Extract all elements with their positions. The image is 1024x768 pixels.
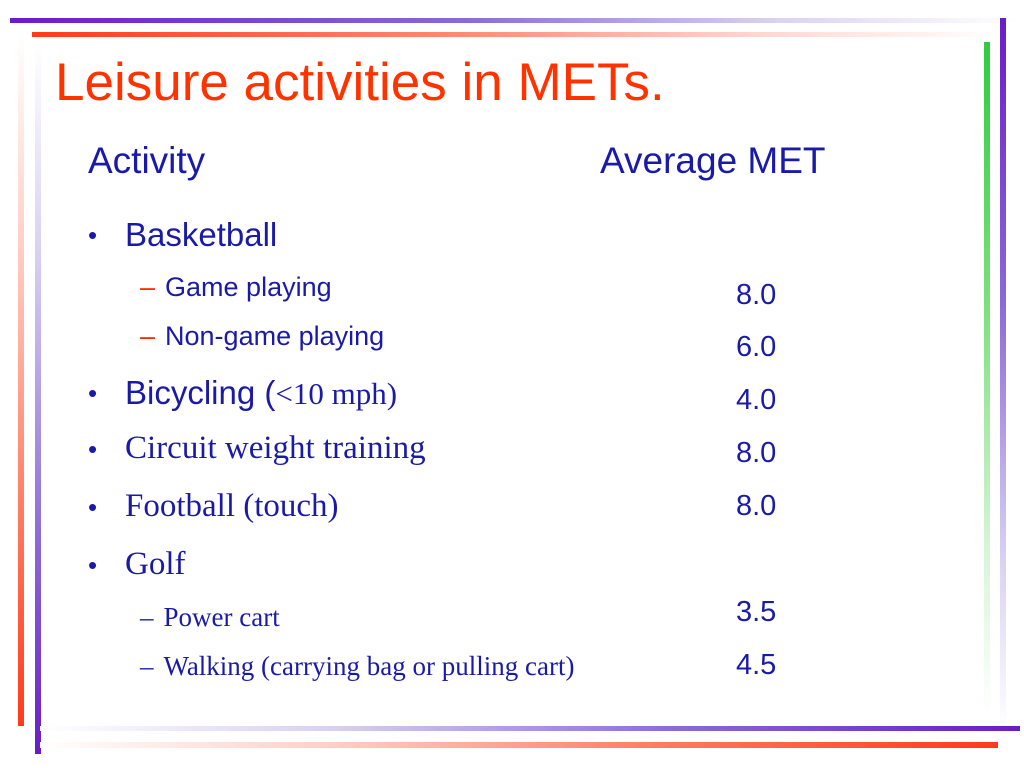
dash-icon: –: [140, 272, 156, 302]
frame-top-red-bar: [32, 32, 997, 37]
dash-icon: –: [140, 602, 154, 632]
met-value-walking: 4.5: [736, 649, 777, 681]
frame-top-purple-bar: [10, 18, 1020, 23]
list-item-game-playing-label: Game playing: [165, 272, 332, 302]
frame-bottom-red-bar: [40, 742, 998, 748]
list-item-power-cart-label: Power cart: [163, 602, 280, 632]
met-value-game-playing: 8.0: [736, 279, 777, 311]
met-value-circuit-weight-training: 8.0: [736, 437, 777, 469]
frame-right-purple-bar: [1000, 18, 1006, 734]
bullet-icon: •: [88, 550, 98, 580]
activity-column-header: Activity: [88, 140, 206, 181]
list-item-golf: Golf: [125, 546, 186, 582]
list-item-non-game-playing: – Non-game playing: [140, 321, 384, 352]
bullet-icon: •: [88, 434, 98, 464]
list-item-walking: – Walking (carrying bag or pulling cart): [140, 651, 574, 682]
bullet-icon: •: [88, 220, 98, 250]
list-item-basketball: Basketball: [125, 216, 278, 253]
list-item-bicycling-suffix: <10 mph): [275, 376, 398, 411]
met-value-football: 8.0: [736, 490, 777, 522]
list-item-football: Football (touch): [125, 488, 339, 524]
frame-right-green-bar: [984, 42, 990, 716]
list-item-bicycling-prefix: Bicycling (: [125, 374, 276, 411]
list-item-circuit-weight-training: Circuit weight training: [125, 430, 426, 466]
list-item-walking-label: Walking (carrying bag or pulling cart): [163, 651, 575, 681]
frame-left-purple-bar: [35, 42, 41, 754]
dash-icon: –: [140, 321, 156, 351]
met-value-bicycling: 4.0: [736, 384, 777, 416]
met-column-header: Average MET: [600, 140, 826, 181]
frame-left-red-bar: [18, 32, 24, 726]
list-item-bicycling: Bicycling (<10 mph): [125, 374, 397, 412]
bullet-icon: •: [88, 492, 98, 522]
list-item-non-game-playing-label: Non-game playing: [165, 321, 385, 351]
bullet-icon: •: [88, 378, 98, 408]
met-value-power-cart: 3.5: [736, 596, 777, 628]
slide-title: Leisure activities in METs.: [55, 53, 665, 112]
frame-bottom-purple-bar: [40, 726, 1020, 731]
list-item-game-playing: – Game playing: [140, 272, 332, 303]
met-value-non-game-playing: 6.0: [736, 331, 777, 363]
list-item-power-cart: – Power cart: [140, 602, 280, 633]
dash-icon: –: [140, 651, 154, 681]
